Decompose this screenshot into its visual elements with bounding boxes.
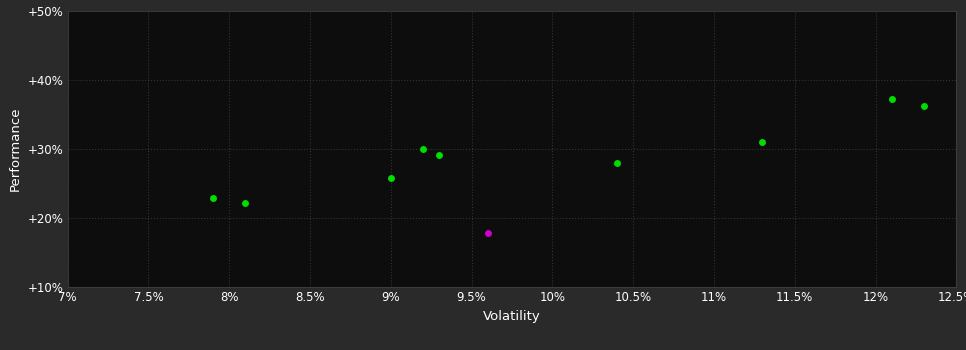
Point: [480, 230, 496, 236]
Point: [917, 103, 932, 109]
Point: [206, 195, 221, 201]
X-axis label: Volatility: Volatility: [483, 310, 541, 323]
Y-axis label: Performance: Performance: [9, 106, 22, 191]
Point: [238, 200, 253, 205]
Point: [610, 160, 625, 166]
Point: [754, 139, 770, 145]
Point: [384, 175, 399, 181]
Point: [432, 152, 447, 158]
Point: [415, 146, 431, 152]
Point: [884, 96, 899, 102]
